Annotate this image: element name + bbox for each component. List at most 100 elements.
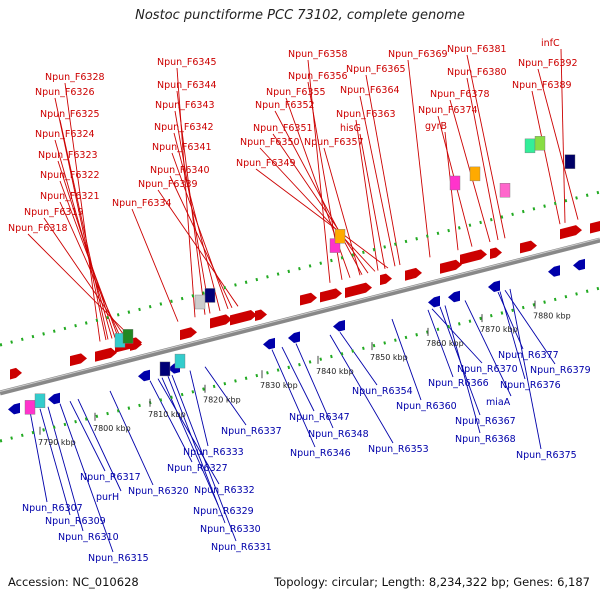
forward-gene-label: Npun_F6392: [518, 58, 578, 69]
forward-gene-label: Npun_F6352: [255, 100, 315, 111]
backbone-highlight: [0, 238, 600, 392]
forward-gene-label: Npun_F6340: [150, 165, 210, 176]
reverse-gene-label: Npun_R6368: [455, 434, 516, 445]
gene-feature-box: [449, 175, 461, 191]
label-leader-line: [29, 411, 48, 503]
label-leader-lines: [27, 48, 579, 553]
tick-label: 7870 kbp: [480, 325, 518, 334]
label-leader-line: [427, 309, 454, 378]
label-leader-line: [131, 208, 179, 322]
map-title: Nostoc punctiforme PCC 73102, complete g…: [135, 8, 465, 23]
label-leader-line: [466, 77, 499, 241]
label-leader-line: [359, 95, 396, 267]
forward-gene-arrow: [380, 273, 392, 286]
gene-feature-box: [469, 166, 481, 182]
forward-gene-label: Npun_F6339: [138, 179, 198, 190]
label-leader-line: [509, 288, 542, 450]
forward-gene-label: Npun_F6350: [240, 137, 300, 148]
label-leader-line: [157, 378, 220, 485]
reverse-gene-arrow: [448, 290, 460, 303]
forward-gene-label: Npun_F6369: [388, 49, 448, 60]
reverse-gene-label: Npun_R6366: [428, 378, 489, 389]
label-leader-line: [54, 97, 107, 341]
label-leader-line: [271, 349, 316, 448]
label-leader-line: [295, 343, 334, 429]
forward-gene-arrow: [255, 309, 267, 321]
kbp-ticks: 7790 kbp 7800 kbp 7810 kbp 7820 kbp 7830 kbp…: [38, 300, 571, 447]
label-leader-line: [537, 68, 579, 220]
forward-gene-arrow: [520, 240, 537, 254]
reverse-gene-label: Npun_R6315: [88, 553, 149, 564]
forward-gene-arrow: [180, 327, 197, 341]
label-leader-line: [189, 370, 209, 447]
gene-feature-box: [499, 183, 511, 198]
forward-gene-arrow: [405, 267, 422, 281]
forward-gene-label: Npun_F6356: [288, 71, 348, 82]
reverse-gene-label: Npun_R6330: [200, 524, 261, 535]
tick-label: 7810 kbp: [148, 410, 186, 419]
forward-gene-label: Npun_F6374: [418, 105, 478, 116]
gene-feature-box: [524, 138, 536, 154]
label-leader-line: [171, 152, 229, 310]
label-leader-line: [444, 305, 481, 434]
reverse-gene-label: Npun_R6310: [58, 532, 119, 543]
forward-gene-arrow: [560, 225, 582, 240]
reverse-gene-label: Npun_R6317: [80, 472, 141, 483]
tick-label: 7850 kbp: [370, 353, 408, 362]
reverse-gene-label: Npun_R6331: [211, 542, 272, 553]
gene-feature-box: [174, 353, 186, 369]
label-leader-line: [499, 291, 526, 380]
forward-gene-label: Npun_F6344: [157, 80, 217, 91]
gene-labels: Npun_F6328 Npun_F6326 Npun_F6325 Npun_F6324…: [8, 38, 591, 564]
tick-label: 7790 kbp: [38, 438, 76, 447]
reverse-gene-label: Npun_R6354: [352, 386, 413, 397]
backbone-line: [0, 237, 600, 396]
forward-gene-label: Npun_F6355: [266, 87, 326, 98]
forward-gene-label: Npun_F6322: [40, 170, 100, 181]
tick-label: 7880 kbp: [533, 312, 571, 321]
reverse-gene-arrow: [333, 320, 345, 332]
gene-feature-box: [204, 288, 216, 303]
accession-text: Accession: NC_010628: [8, 575, 139, 589]
reverse-gene-label: Npun_R6375: [516, 450, 577, 461]
forward-gene-label: Npun_F6389: [512, 80, 572, 91]
reverse-gene-label: Npun_R6376: [500, 380, 561, 391]
gene-feature-box: [334, 229, 346, 244]
label-leader-line: [27, 233, 129, 335]
forward-gene-arrow: [230, 309, 257, 326]
forward-gene-arrow: [95, 347, 117, 362]
label-leader-line: [57, 160, 116, 338]
forward-gene-arrow: [345, 282, 372, 299]
forward-gene-label: Npun_F6319: [24, 207, 84, 218]
forward-gene-arrow: [70, 353, 87, 367]
label-leader-line: [167, 375, 226, 524]
gene-feature-box: [34, 393, 46, 408]
reverse-gene-arrow: [263, 337, 275, 350]
forward-guide-dots: [0, 190, 600, 347]
reverse-gene-label: Npun_R6332: [194, 485, 255, 496]
forward-gene-arrow: [10, 367, 22, 380]
reverse-gene-arrow: [573, 258, 585, 271]
tick-label: 7820 kbp: [203, 396, 241, 405]
gene-feature-box: [24, 400, 36, 415]
reverse-gene-label: Npun_R6353: [368, 444, 429, 455]
genome-summary-text: Topology: circular; Length: 8,234,322 bp…: [274, 575, 590, 589]
forward-gene-label: Npun_F6321: [40, 191, 100, 202]
label-leader-line: [59, 201, 121, 337]
reverse-gene-label: Npun_R6360: [396, 401, 457, 412]
forward-gene-arrow: [320, 288, 342, 303]
forward-gene-label: gyrB: [425, 121, 447, 132]
forward-gene-arrow: [590, 221, 600, 234]
label-leader-line: [171, 374, 237, 542]
label-leader-line: [323, 147, 361, 276]
reverse-gene-label: purH: [96, 492, 119, 503]
forward-gene-label: hisG: [340, 123, 361, 134]
label-leader-line: [169, 175, 233, 309]
reverse-gene-label: Npun_R6367: [455, 416, 516, 427]
gene-feature-box: [122, 329, 134, 344]
label-leader-line: [43, 217, 125, 336]
label-leader-line: [391, 318, 422, 401]
label-leader-line: [161, 377, 219, 506]
forward-gene-label: Npun_F6364: [340, 85, 400, 96]
reverse-gene-arrow: [428, 295, 440, 308]
